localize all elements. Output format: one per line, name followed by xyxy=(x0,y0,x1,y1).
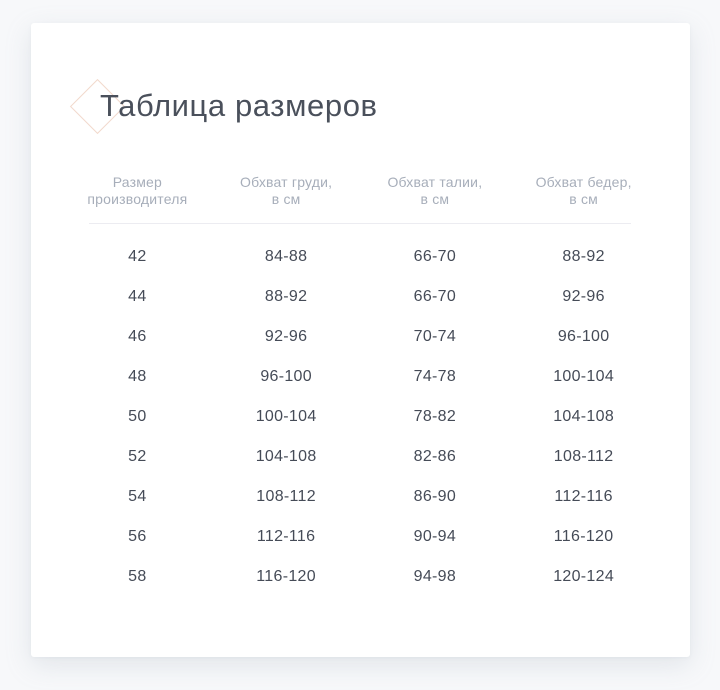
table-cell: 116-120 xyxy=(553,528,614,545)
size-table-card: Таблица размеров Размер производителя Об… xyxy=(31,23,690,657)
table-row: 58 116-120 94-98 120-124 xyxy=(63,557,658,597)
table-row: 54 108-112 86-90 112-116 xyxy=(63,477,658,517)
table-cell: 104-108 xyxy=(553,408,615,425)
table-cell: 90-94 xyxy=(413,528,457,545)
column-header-hips: Обхват бедер, в см xyxy=(535,174,632,207)
table-cell: 48 xyxy=(128,368,147,385)
table-cell: 120-124 xyxy=(553,568,615,585)
table-row: 44 88-92 66-70 92-96 xyxy=(63,277,658,317)
table-row: 50 100-104 78-82 104-108 xyxy=(63,397,658,437)
table-cell: 84-88 xyxy=(264,248,308,265)
table-cell: 108-112 xyxy=(256,488,316,505)
table-cell: 44 xyxy=(128,288,147,305)
table-cell: 42 xyxy=(128,248,147,265)
table-cell: 108-112 xyxy=(553,448,614,465)
header-divider xyxy=(89,223,631,224)
table-cell: 112-116 xyxy=(554,488,613,505)
table-cell: 74-78 xyxy=(413,368,457,385)
table-cell: 56 xyxy=(128,528,147,545)
table-cell: 70-74 xyxy=(413,328,457,345)
table-cell: 100-104 xyxy=(255,408,317,425)
table-cell: 112-116 xyxy=(256,528,316,545)
title-block: Таблица размеров xyxy=(69,78,690,135)
column-header-chest: Обхват груди, в см xyxy=(239,174,333,207)
table-cell: 100-104 xyxy=(553,368,615,385)
table-row: 46 92-96 70-74 96-100 xyxy=(63,317,658,357)
table-header-row: Размер производителя Обхват груди, в см … xyxy=(63,174,658,208)
table-cell: 52 xyxy=(128,448,147,465)
table-body: 42 84-88 66-70 88-92 44 88-92 66-70 92-96 46 92-9… xyxy=(63,237,658,597)
table-cell: 88-92 xyxy=(264,288,308,305)
column-header-size: Размер производителя xyxy=(87,174,188,207)
page-title: Таблица размеров xyxy=(100,88,378,123)
table-cell: 58 xyxy=(128,568,147,585)
table-cell: 96-100 xyxy=(557,328,610,345)
column-header-waist: Обхват талии, в см xyxy=(387,174,483,207)
table-cell: 88-92 xyxy=(562,248,605,265)
size-table: Размер производителя Обхват груди, в см … xyxy=(63,174,658,597)
table-cell: 82-86 xyxy=(413,448,457,465)
table-cell: 92-96 xyxy=(562,288,605,305)
table-cell: 66-70 xyxy=(413,288,457,305)
table-cell: 86-90 xyxy=(413,488,457,505)
table-cell: 96-100 xyxy=(260,368,312,385)
table-row: 42 84-88 66-70 88-92 xyxy=(63,237,658,277)
table-cell: 78-82 xyxy=(413,408,457,425)
table-cell: 66-70 xyxy=(413,248,457,265)
table-cell: 54 xyxy=(128,488,147,505)
table-row: 56 112-116 90-94 116-120 xyxy=(63,517,658,557)
table-row: 52 104-108 82-86 108-112 xyxy=(63,437,658,477)
table-cell: 116-120 xyxy=(256,568,316,585)
table-cell: 94-98 xyxy=(413,568,457,585)
table-cell: 104-108 xyxy=(255,448,317,465)
table-row: 48 96-100 74-78 100-104 xyxy=(63,357,658,397)
table-cell: 50 xyxy=(128,408,147,425)
table-cell: 92-96 xyxy=(264,328,308,345)
table-cell: 46 xyxy=(128,328,147,345)
